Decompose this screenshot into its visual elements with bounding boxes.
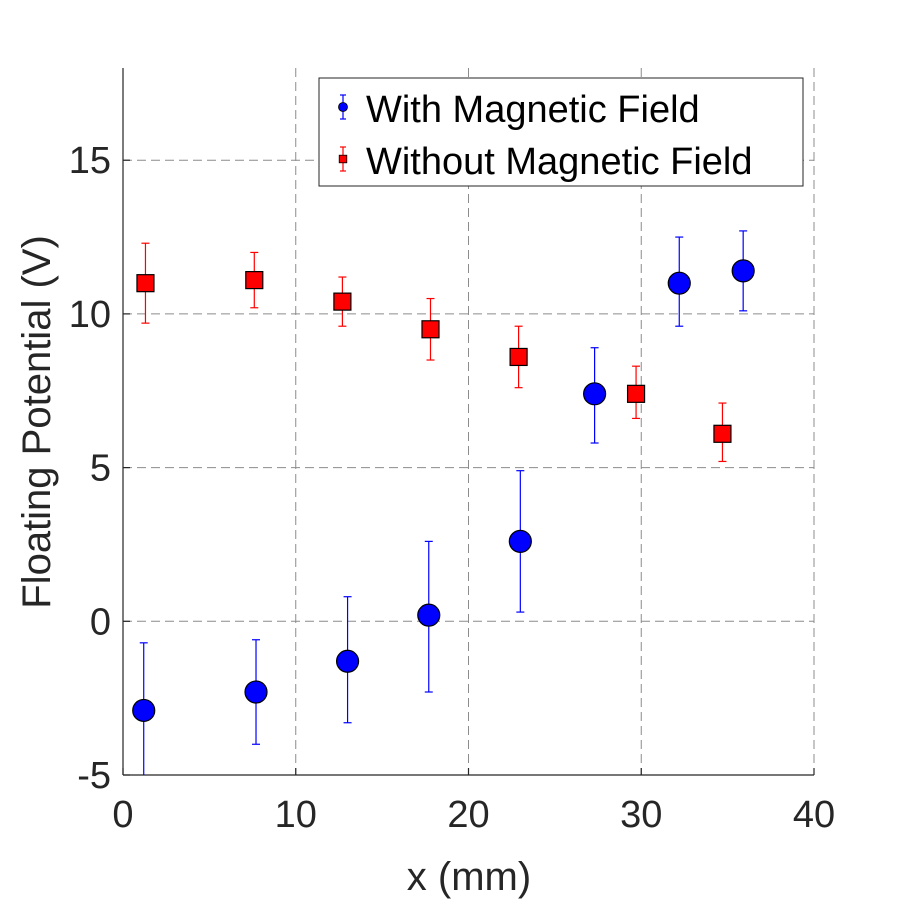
data-point xyxy=(667,271,691,295)
data-point xyxy=(421,320,440,339)
x-tick-label: 10 xyxy=(275,794,317,836)
data-point xyxy=(417,603,441,627)
x-tick-label: 20 xyxy=(447,794,489,836)
data-point xyxy=(731,259,755,283)
legend-marker-with-field xyxy=(338,94,348,120)
data-point xyxy=(136,274,155,293)
legend-marker-without-field xyxy=(338,146,348,172)
legend-box xyxy=(318,77,804,187)
data-point xyxy=(245,271,264,290)
legend-label-with-field: With Magnetic Field xyxy=(366,89,700,131)
y-tick-label: 10 xyxy=(69,294,111,336)
x-tick-label: 30 xyxy=(620,794,662,836)
y-axis-label: Floating Potential (V) xyxy=(15,235,59,609)
data-point xyxy=(583,382,607,406)
series-with-magnetic-field xyxy=(132,230,755,775)
data-point xyxy=(508,529,532,553)
x-axis-label: x (mm) xyxy=(407,855,531,899)
axes xyxy=(122,68,815,776)
data-series xyxy=(132,230,755,775)
data-point xyxy=(713,424,732,443)
y-tick-label: 5 xyxy=(90,448,111,490)
data-point xyxy=(132,698,156,723)
data-point xyxy=(244,680,268,704)
series-without-magnetic-field xyxy=(136,242,732,463)
legend-label-without-field: Without Magnetic Field xyxy=(366,141,753,183)
data-point xyxy=(333,292,352,311)
y-tick-label: 0 xyxy=(90,601,111,643)
legend-marker-shape xyxy=(338,154,348,164)
legend: With Magnetic Field Without Magnetic Fie… xyxy=(318,77,804,187)
data-point xyxy=(335,649,360,673)
legend-marker-shape xyxy=(338,102,348,112)
y-tick-label: -5 xyxy=(77,755,111,797)
data-point xyxy=(509,347,528,367)
x-tick-label: 0 xyxy=(112,794,133,836)
x-tick-label: 40 xyxy=(793,794,835,836)
y-tick-label: 15 xyxy=(69,140,111,182)
data-point xyxy=(626,384,646,403)
